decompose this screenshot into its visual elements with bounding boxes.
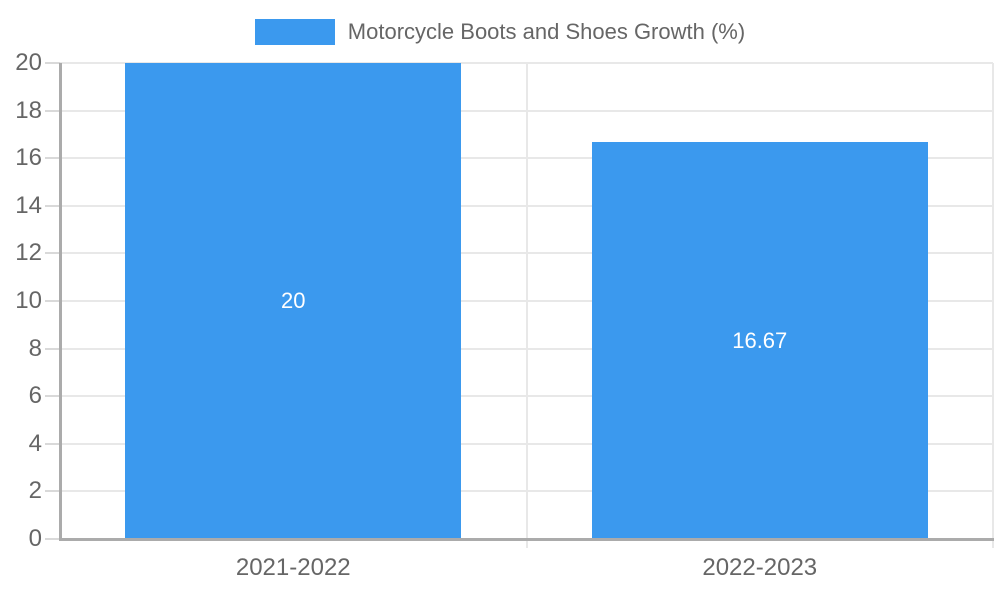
y-tick-label: 6 — [28, 382, 42, 410]
y-axis-line — [59, 63, 62, 541]
y-tick — [45, 109, 60, 112]
legend: Motorcycle Boots and Shoes Growth (%) — [0, 19, 1000, 45]
x-axis-line — [59, 538, 994, 541]
y-tick — [45, 490, 60, 493]
bar-value-label: 20 — [281, 288, 306, 313]
legend-swatch — [254, 19, 335, 45]
y-tick — [45, 300, 60, 302]
y-tick-label: 20 — [15, 49, 42, 76]
y-tick — [45, 62, 60, 64]
x-tick — [992, 539, 994, 548]
y-tick — [45, 204, 60, 207]
y-tick-label: 2 — [28, 477, 42, 505]
y-tick-label: 12 — [15, 239, 42, 267]
y-tick-label: 18 — [15, 96, 42, 124]
y-tick-label: 4 — [28, 429, 42, 457]
y-tick — [45, 157, 60, 160]
y-tick — [45, 538, 60, 540]
y-tick-label: 0 — [28, 525, 42, 552]
x-tick — [525, 539, 528, 548]
y-tick — [45, 395, 60, 398]
y-tick-label: 14 — [15, 191, 42, 219]
y-tick — [45, 347, 60, 350]
legend-label: Motorcycle Boots and Shoes Growth (%) — [347, 19, 746, 44]
x-category-label: 2022-2023 — [702, 554, 818, 581]
y-tick — [45, 442, 60, 445]
y-tick-label: 8 — [28, 334, 42, 362]
v-gridline — [992, 63, 994, 539]
bar-value-label: 16.67 — [732, 327, 788, 353]
y-tick-label: 10 — [15, 287, 42, 314]
v-gridline — [525, 63, 528, 539]
y-tick-label: 16 — [15, 144, 42, 172]
x-category-label: 2021-2022 — [235, 554, 351, 581]
y-tick — [45, 252, 60, 255]
bar — [125, 63, 462, 539]
bar — [591, 142, 928, 539]
